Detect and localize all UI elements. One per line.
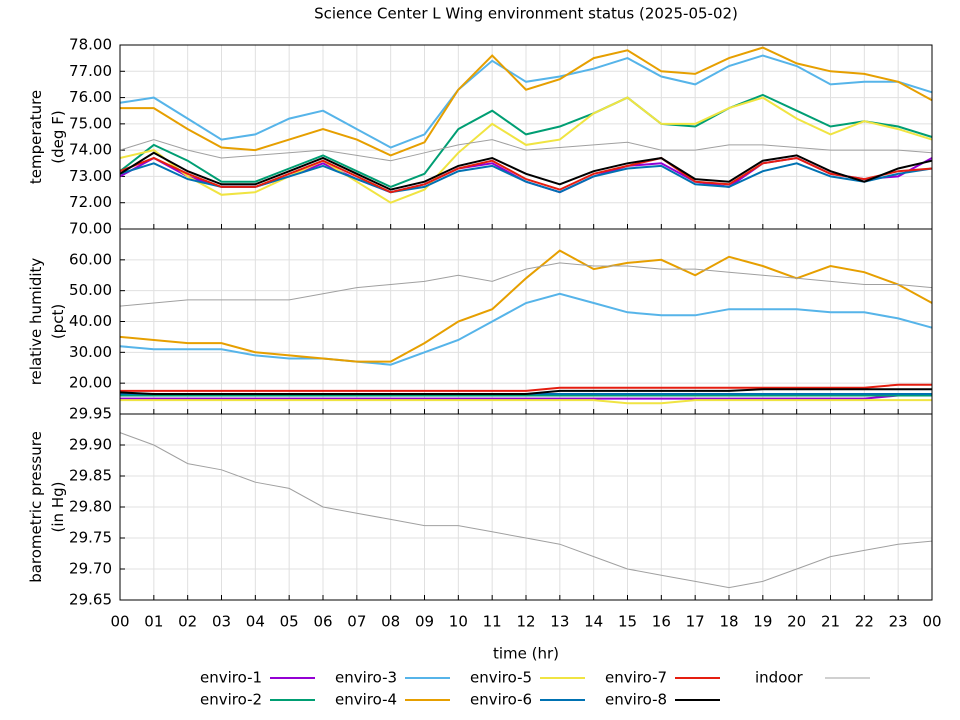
series-line xyxy=(119,96,933,204)
y-tick-label: 29.90 xyxy=(69,436,112,454)
x-tick-label: 04 xyxy=(246,613,265,631)
x-tick-label: 17 xyxy=(686,613,705,631)
y-tick-label: 74.00 xyxy=(69,141,112,159)
y-tick-label: 30.00 xyxy=(69,343,112,361)
x-tick-label: 20 xyxy=(787,613,806,631)
y-tick-label: 50.00 xyxy=(69,281,112,299)
legend-label: enviro-4 xyxy=(335,691,397,709)
y-axis-label-line: relative humidity xyxy=(27,258,45,386)
x-tick-label: 06 xyxy=(313,613,332,631)
y-tick-label: 29.85 xyxy=(69,467,112,485)
x-tick-label: 22 xyxy=(855,613,874,631)
legend-label: enviro-2 xyxy=(200,691,262,709)
x-tick-label: 23 xyxy=(889,613,908,631)
y-axis-label-line: (deg F) xyxy=(49,110,67,163)
y-tick-label: 29.95 xyxy=(69,405,112,423)
x-tick-label: 10 xyxy=(449,613,468,631)
y-tick-label: 75.00 xyxy=(69,114,112,132)
legend-label: enviro-3 xyxy=(335,669,397,687)
x-tick-label: 01 xyxy=(144,613,163,631)
x-tick-label: 21 xyxy=(821,613,840,631)
legend-label: enviro-8 xyxy=(605,691,667,709)
x-tick-label: 18 xyxy=(719,613,738,631)
x-tick-label: 09 xyxy=(415,613,434,631)
series-line xyxy=(120,383,932,392)
y-tick-label: 29.65 xyxy=(69,591,112,609)
y-tick-label: 29.75 xyxy=(69,529,112,547)
plot-frame xyxy=(119,413,933,601)
y-axis-label-line: barometric pressure xyxy=(27,431,45,583)
chart-title: Science Center L Wing environment status… xyxy=(314,5,738,23)
legend-label: enviro-6 xyxy=(470,691,532,709)
series-line xyxy=(119,292,933,366)
y-tick-label: 40.00 xyxy=(69,312,112,330)
x-tick-label: 08 xyxy=(381,613,400,631)
series-line xyxy=(119,93,933,188)
y-tick-label: 70.00 xyxy=(69,220,112,238)
y-tick-label: 73.00 xyxy=(69,167,112,185)
x-tick-label: 00 xyxy=(110,613,129,631)
y-tick-label: 72.00 xyxy=(69,193,112,211)
y-tick-label: 29.80 xyxy=(69,498,112,516)
y-tick-label: 78.00 xyxy=(69,36,112,54)
legend-label: enviro-5 xyxy=(470,669,532,687)
y-tick-label: 29.70 xyxy=(69,560,112,578)
y-tick-label: 60.00 xyxy=(69,250,112,268)
y-axis-label-line: (in Hg) xyxy=(49,482,67,533)
x-tick-label: 12 xyxy=(516,613,535,631)
y-tick-label: 76.00 xyxy=(69,88,112,106)
y-axis-label: temperature (deg F) xyxy=(27,90,67,184)
x-tick-label: 07 xyxy=(347,613,366,631)
y-tick-label: 77.00 xyxy=(69,62,112,80)
series-line xyxy=(120,394,932,400)
x-tick-label: 05 xyxy=(280,613,299,631)
series-line xyxy=(119,156,933,194)
series-line xyxy=(120,399,932,405)
legend-label: enviro-7 xyxy=(605,669,667,687)
series-line xyxy=(119,262,933,307)
series-line xyxy=(119,139,933,162)
x-tick-label: 13 xyxy=(550,613,569,631)
x-tick-label: 19 xyxy=(753,613,772,631)
y-axis-label: relative humidity (pct) xyxy=(27,258,67,386)
y-axis-label-line: (pct) xyxy=(49,304,67,339)
series-line xyxy=(119,388,932,395)
x-tick-label: 16 xyxy=(652,613,671,631)
series-line xyxy=(119,151,933,191)
y-axis-label-line: temperature xyxy=(27,90,45,184)
series-line xyxy=(119,432,933,589)
x-axis-label: time (hr) xyxy=(493,645,559,663)
x-tick-label: 03 xyxy=(212,613,231,631)
x-tick-label: 11 xyxy=(483,613,502,631)
series-line xyxy=(119,54,933,149)
x-tick-label: 14 xyxy=(584,613,603,631)
legend-label: enviro-1 xyxy=(200,669,262,687)
legend-label: indoor xyxy=(755,669,804,687)
x-tick-label: 15 xyxy=(618,613,637,631)
y-tick-label: 20.00 xyxy=(69,374,112,392)
x-tick-label: 02 xyxy=(178,613,197,631)
x-tick-label: 00 xyxy=(922,613,941,631)
series-line xyxy=(120,46,933,157)
y-axis-label: barometric pressure (in Hg) xyxy=(27,431,67,583)
